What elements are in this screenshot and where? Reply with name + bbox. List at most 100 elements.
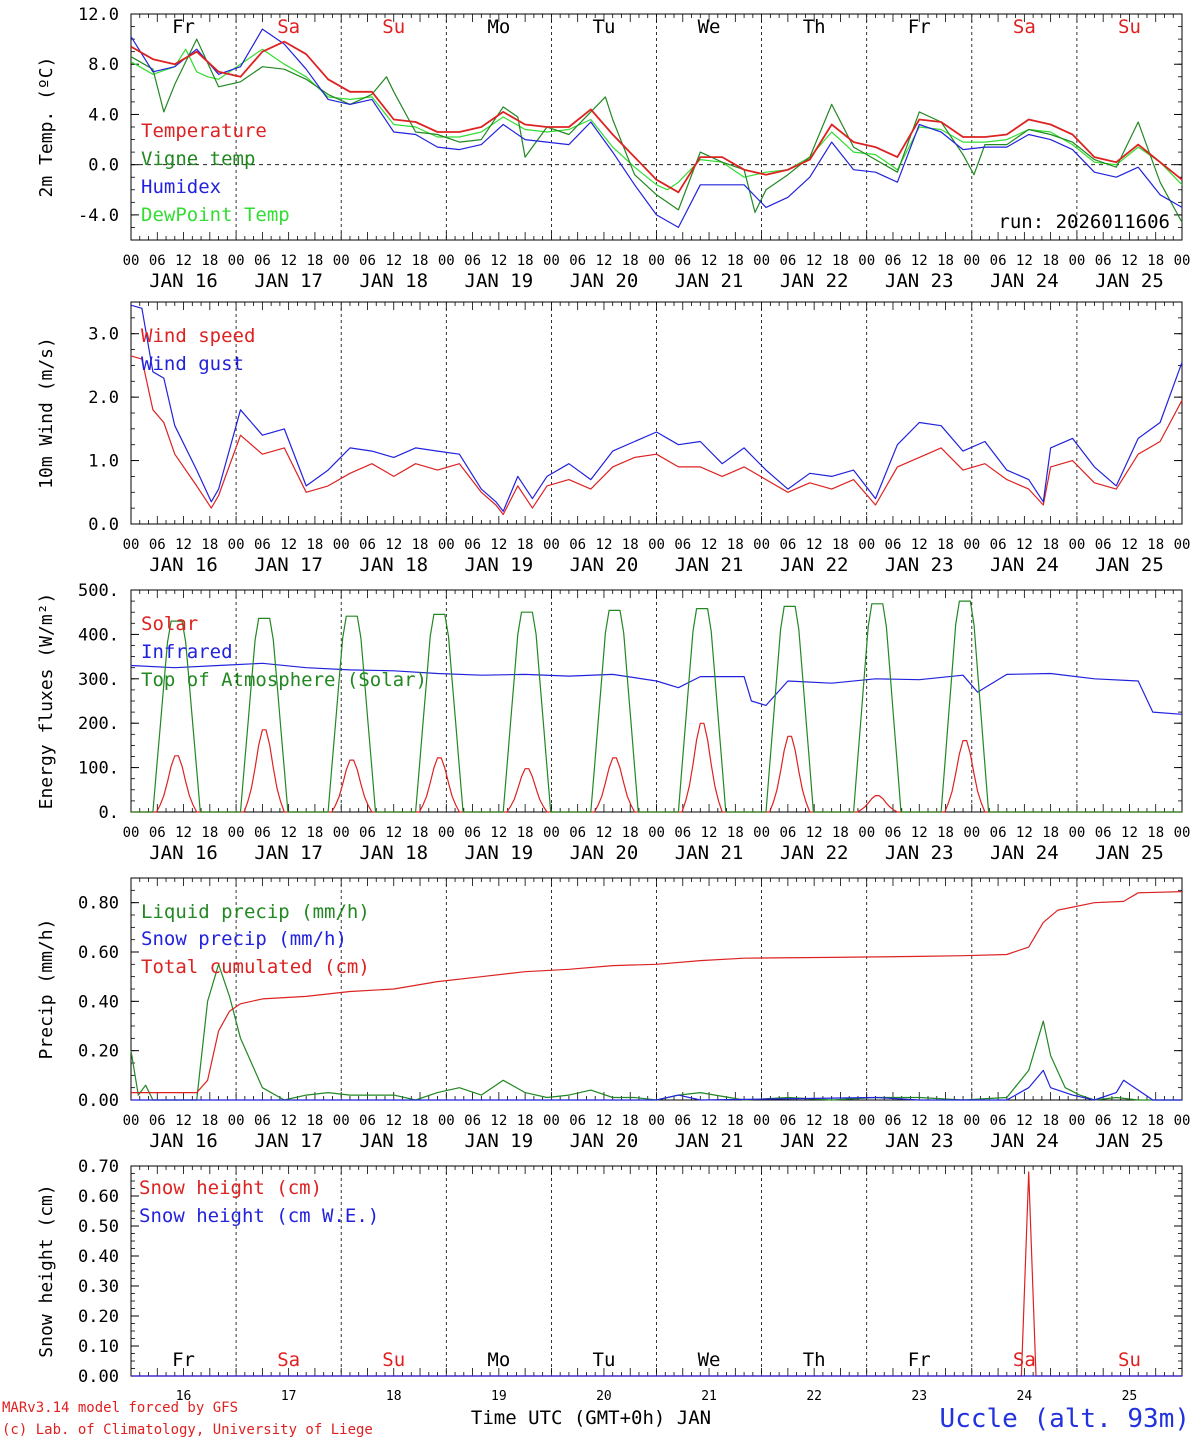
hour-tick-label: 00 — [543, 825, 560, 841]
hour-tick-label: 00 — [1174, 825, 1191, 841]
hour-tick-label: 06 — [779, 253, 796, 269]
y-tick-label: 0.80 — [78, 894, 119, 914]
y-axis-label: Snow height (cm) — [36, 1184, 57, 1357]
weekday-label: Tu — [593, 16, 616, 38]
hour-tick-label: 06 — [464, 825, 481, 841]
hour-tick-label: 18 — [306, 253, 323, 269]
hour-tick-label: 00 — [963, 1113, 980, 1129]
day-number: 22 — [806, 1389, 822, 1404]
hour-tick-label: 12 — [175, 253, 192, 269]
hour-tick-label: 00 — [543, 1113, 560, 1129]
y-tick-label: 0.00 — [78, 1367, 119, 1387]
hour-tick-label: 18 — [937, 1113, 954, 1129]
hour-tick-label: 06 — [779, 1113, 796, 1129]
hour-tick-label: 06 — [149, 1113, 166, 1129]
hour-tick-label: 12 — [490, 537, 507, 553]
weekday-label: Fr — [172, 16, 195, 38]
y-tick-label: 0. — [99, 803, 119, 823]
date-label: JAN 22 — [780, 1130, 849, 1152]
hour-tick-label: 00 — [648, 825, 665, 841]
hour-tick-label: 06 — [779, 537, 796, 553]
hour-tick-label: 12 — [1016, 825, 1033, 841]
y-axis-label: Precip (mm/h) — [36, 919, 57, 1060]
series-line-snow-precip-mm-h — [131, 1069, 1182, 1101]
date-label: JAN 20 — [570, 270, 639, 292]
y-tick-label: 8.0 — [88, 55, 119, 75]
hour-tick-label: 00 — [228, 253, 245, 269]
hour-tick-label: 18 — [1042, 825, 1059, 841]
date-label: JAN 24 — [990, 554, 1059, 576]
hour-tick-label: 06 — [1095, 253, 1112, 269]
hour-tick-label: 12 — [490, 1113, 507, 1129]
y-tick-label: 200. — [78, 714, 119, 734]
hour-tick-label: 18 — [412, 825, 429, 841]
hour-tick-label: 12 — [1121, 253, 1138, 269]
hour-tick-label: 00 — [858, 253, 875, 269]
hour-tick-label: 12 — [385, 825, 402, 841]
y-tick-label: 0.50 — [78, 1217, 119, 1237]
legend-entry: Infrared — [141, 641, 233, 663]
date-label: JAN 16 — [149, 554, 218, 576]
y-axis-label: 10m Wind (m/s) — [36, 337, 57, 489]
legend-entry: Solar — [141, 613, 198, 635]
hour-tick-label: 18 — [1147, 537, 1164, 553]
hour-tick-label: 12 — [490, 825, 507, 841]
hour-tick-label: 06 — [674, 825, 691, 841]
series-line-wind-speed — [130, 355, 1183, 516]
y-tick-label: 0.30 — [78, 1277, 119, 1297]
hour-tick-label: 12 — [1016, 253, 1033, 269]
hour-tick-label: 12 — [911, 253, 928, 269]
hour-tick-label: 18 — [412, 537, 429, 553]
hour-tick-label: 00 — [858, 825, 875, 841]
date-label: JAN 24 — [990, 842, 1059, 864]
hour-tick-label: 00 — [123, 1113, 140, 1129]
hour-tick-label: 18 — [201, 825, 218, 841]
weekday-label: Su — [382, 1349, 405, 1371]
y-tick-label: 0.60 — [78, 943, 119, 963]
hour-tick-label: 12 — [701, 537, 718, 553]
y-tick-label: 300. — [78, 670, 119, 690]
hour-tick-label: 06 — [569, 1113, 586, 1129]
date-label: JAN 21 — [675, 1130, 744, 1152]
x-axis-label: Time UTC (GMT+0h) JAN — [471, 1407, 711, 1429]
date-label: JAN 19 — [465, 554, 534, 576]
series-line-wind-gust — [130, 304, 1183, 512]
hour-tick-label: 18 — [832, 253, 849, 269]
hour-tick-label: 00 — [858, 537, 875, 553]
hour-tick-label: 00 — [228, 1113, 245, 1129]
weekday-label: Sa — [277, 16, 300, 38]
weekday-label: Su — [1118, 1349, 1141, 1371]
panel-temperature: -4.00.04.08.012.02m Temp. (ºC)00 06 12 18JA… — [36, 5, 1190, 292]
date-label: JAN 22 — [780, 554, 849, 576]
legend-entry: Vigne temp — [141, 148, 255, 170]
hour-tick-label: 18 — [517, 253, 534, 269]
hour-tick-label: 06 — [674, 253, 691, 269]
y-tick-label: 0.40 — [78, 1247, 119, 1267]
hour-tick-label: 06 — [885, 253, 902, 269]
date-label: JAN 17 — [254, 270, 323, 292]
hour-tick-label: 00 — [438, 253, 455, 269]
hour-tick-label: 06 — [569, 537, 586, 553]
hour-tick-label: 12 — [1121, 1113, 1138, 1129]
credit-line-1: MARv3.14 model forced by GFS — [2, 1400, 238, 1416]
hour-tick-label: 00 — [648, 1113, 665, 1129]
series-line-total-cumulated-cm — [131, 891, 1183, 1094]
hour-tick-label: 12 — [280, 253, 297, 269]
y-tick-label: 4.0 — [88, 105, 119, 125]
weekday-label: Su — [1118, 16, 1141, 38]
hour-tick-label: 18 — [622, 825, 639, 841]
legend-entry: Total cumulated (cm) — [141, 956, 370, 978]
hour-tick-label: 06 — [779, 825, 796, 841]
hour-tick-label: 00 — [438, 1113, 455, 1129]
hour-tick-label: 12 — [596, 537, 613, 553]
hour-tick-label: 06 — [254, 253, 271, 269]
date-label: JAN 22 — [780, 842, 849, 864]
hour-tick-label: 06 — [359, 253, 376, 269]
hour-tick-label: 06 — [149, 825, 166, 841]
hour-tick-label: 12 — [1121, 537, 1138, 553]
hour-tick-label: 06 — [1095, 1113, 1112, 1129]
hour-tick-label: 18 — [412, 253, 429, 269]
hour-tick-label: 00 — [1174, 537, 1191, 553]
day-number: 18 — [386, 1389, 402, 1404]
